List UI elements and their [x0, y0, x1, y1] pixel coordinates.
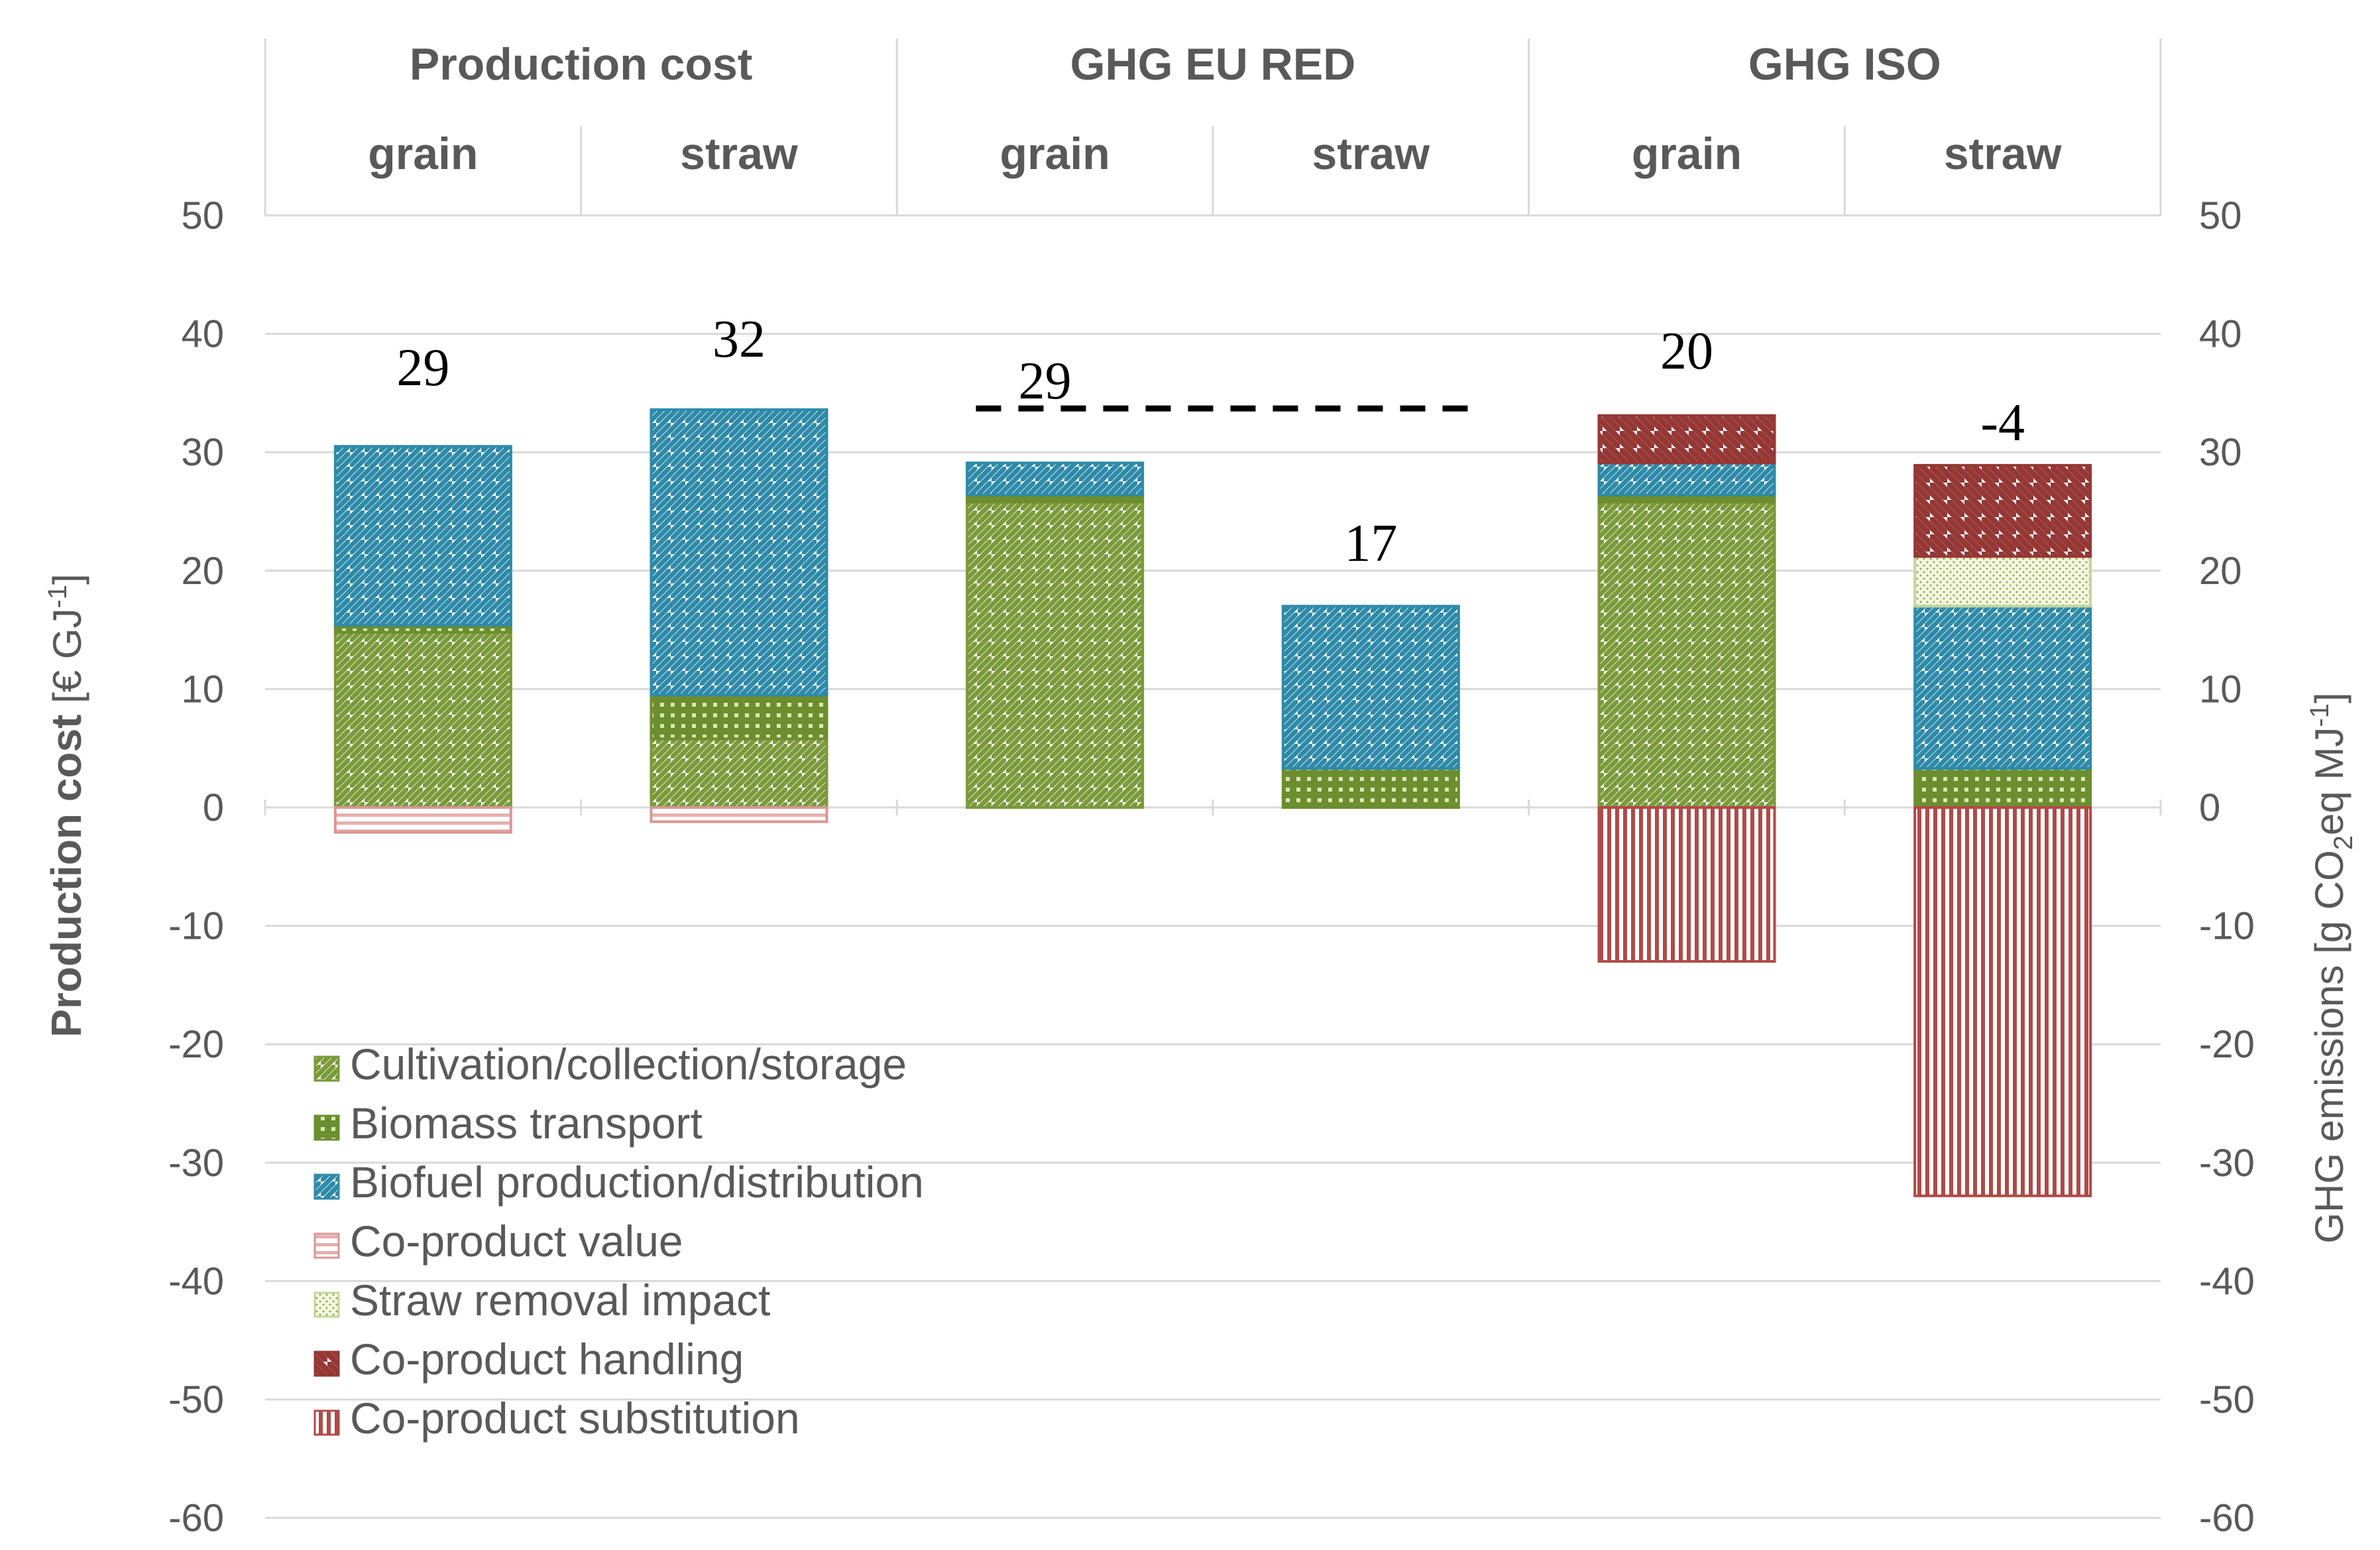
- total-label: 20: [1660, 322, 1713, 381]
- left-axis-ticks: 50 40 30 20 10 0 -10 -20 -30 -40 -50 -60: [168, 194, 224, 1540]
- bar-segment-coproduct_substitution: [1597, 806, 1776, 963]
- right-axis-title: GHG emissions [g CO2eq MJ-1]: [2305, 692, 2358, 1243]
- left-tick-label: -40: [168, 1260, 224, 1303]
- bar-segment-cultivation: [966, 501, 1145, 809]
- legend-label: Cultivation/collection/storage: [350, 1040, 907, 1089]
- bars: [333, 408, 2092, 1197]
- left-tick-label: 30: [181, 431, 224, 474]
- bar-segment-biofuel: [1913, 605, 2092, 770]
- legend-swatch-biofuel: [313, 1173, 340, 1200]
- group-label: GHG EU RED: [1070, 39, 1356, 89]
- category-label: straw: [1944, 129, 2063, 179]
- right-tick-label: 20: [2199, 550, 2242, 593]
- bar-segment-biofuel: [650, 408, 828, 697]
- bar-segment-coproduct_substitution: [1913, 806, 2092, 1197]
- left-tick-label: -10: [168, 905, 224, 948]
- legend-label: Co-product substitution: [350, 1394, 800, 1443]
- total-label: 29: [396, 339, 449, 397]
- right-tick-label: 50: [2199, 194, 2242, 237]
- legend: Cultivation/collection/storage Biomass tr…: [313, 1040, 924, 1443]
- bar-segment-cultivation: [650, 737, 828, 809]
- bar-segment-transport: [1913, 767, 2092, 809]
- category-label: grain: [368, 129, 478, 179]
- legend-swatch-coproduct_value: [313, 1232, 340, 1259]
- bar-segment-cultivation: [1597, 501, 1776, 809]
- group-label: Production cost: [410, 39, 753, 89]
- left-tick-label: 20: [181, 550, 224, 593]
- category-label: straw: [1312, 129, 1431, 179]
- right-tick-label: 10: [2199, 668, 2242, 711]
- left-tick-label: -60: [168, 1497, 224, 1540]
- legend-label: Co-product handling: [350, 1335, 744, 1384]
- category-label: straw: [680, 129, 799, 179]
- total-label: 32: [712, 310, 765, 369]
- legend-label: Biomass transport: [350, 1099, 703, 1148]
- legend-swatch-coproduct_handling: [313, 1350, 340, 1377]
- group-label: GHG ISO: [1748, 39, 1941, 89]
- legend-swatch-straw_removal: [313, 1291, 340, 1318]
- right-tick-label: -30: [2199, 1142, 2255, 1185]
- right-axis-ticks: 50 40 30 20 10 0 -10 -20 -30 -40 -50 -60: [2199, 194, 2255, 1540]
- legend-label: Biofuel production/distribution: [350, 1158, 924, 1207]
- right-tick-label: -20: [2199, 1023, 2255, 1066]
- total-label: 17: [1344, 514, 1397, 573]
- left-tick-label: 50: [181, 194, 224, 237]
- category-header: Production cost grain straw GHG EU RED grain…: [264, 38, 2162, 815]
- bar-segment-coproduct_value: [333, 806, 512, 834]
- right-tick-label: -60: [2199, 1497, 2255, 1540]
- bar-segment-biofuel: [1597, 461, 1776, 497]
- bar-segment-biofuel: [1281, 605, 1460, 770]
- left-tick-label: 10: [181, 668, 224, 711]
- legend-swatch-coproduct_substitution: [313, 1409, 340, 1436]
- right-tick-label: 0: [2199, 786, 2220, 829]
- bar-segment-cultivation: [333, 630, 512, 809]
- total-label: -4: [1980, 394, 2025, 452]
- right-tick-label: 40: [2199, 313, 2242, 356]
- bar-segment-coproduct_handling: [1597, 414, 1776, 465]
- bar-segment-biofuel: [333, 445, 512, 626]
- legend-label: Straw removal impact: [350, 1276, 771, 1325]
- right-tick-label: -40: [2199, 1260, 2255, 1303]
- category-label: grain: [1632, 129, 1742, 179]
- legend-swatch-cultivation: [313, 1055, 340, 1082]
- left-tick-label: -30: [168, 1142, 224, 1185]
- right-tick-label: -10: [2199, 905, 2255, 948]
- right-tick-label: 30: [2199, 431, 2242, 474]
- left-tick-label: 0: [203, 786, 224, 829]
- left-tick-label: 40: [181, 313, 224, 356]
- right-tick-label: -50: [2199, 1378, 2255, 1421]
- bar-segment-transport: [1281, 767, 1460, 809]
- bar-segment-transport: [650, 693, 828, 741]
- total-label: 29: [1019, 352, 1072, 410]
- bar-segment-coproduct_value: [650, 806, 828, 823]
- category-label: grain: [1000, 129, 1110, 179]
- bar-segment-coproduct_handling: [1913, 463, 2092, 558]
- left-axis-title: Production cost [€ GJ-1]: [42, 573, 90, 1037]
- legend-swatch-transport: [313, 1114, 340, 1141]
- bar-segment-straw_removal: [1913, 555, 2092, 608]
- bar-segment-biofuel: [966, 461, 1145, 497]
- legend-label: Co-product value: [350, 1217, 683, 1266]
- total-labels: 29 32 29 17 20 -4: [396, 310, 2025, 573]
- left-tick-label: -20: [168, 1023, 224, 1066]
- left-tick-label: -50: [168, 1378, 224, 1421]
